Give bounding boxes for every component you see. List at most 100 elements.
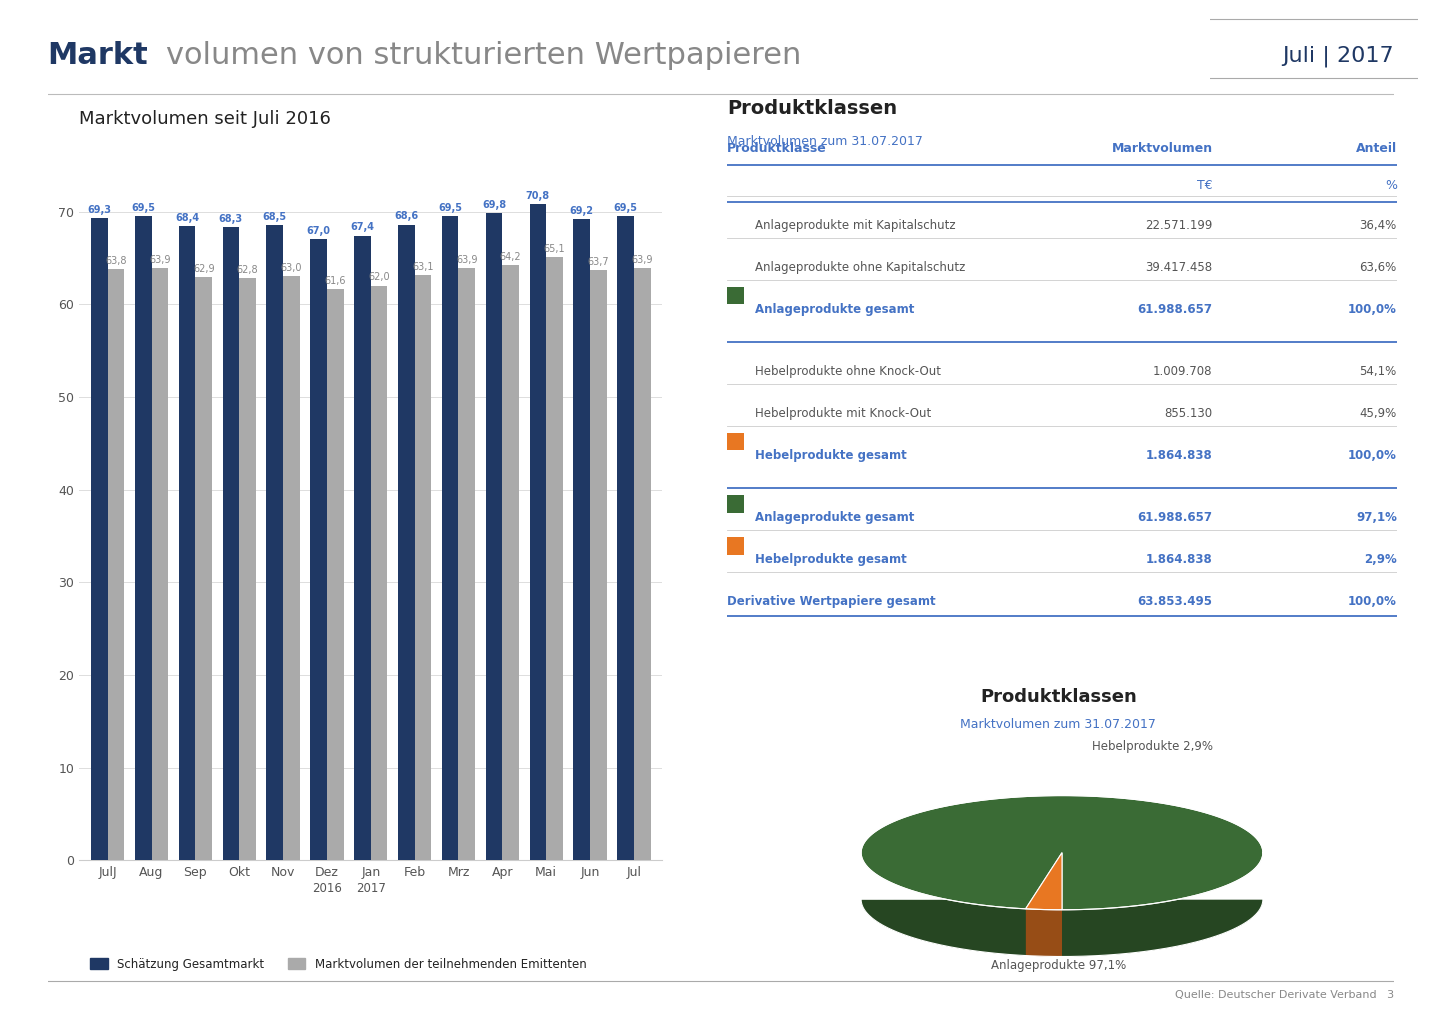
Text: 61.988.657: 61.988.657	[1138, 511, 1212, 524]
Text: Markt: Markt	[48, 42, 148, 70]
Text: 61,6: 61,6	[324, 276, 346, 286]
Polygon shape	[1025, 900, 1063, 957]
Bar	[415, 276, 432, 860]
Text: 70,8: 70,8	[526, 191, 550, 201]
Bar	[284, 277, 300, 860]
Text: Anlageprodukte 97,1%: Anlageprodukte 97,1%	[991, 959, 1126, 972]
Text: 69,3: 69,3	[88, 205, 111, 215]
Text: 68,5: 68,5	[262, 212, 287, 222]
Text: 69,5: 69,5	[613, 203, 638, 213]
Text: 1.864.838: 1.864.838	[1146, 449, 1212, 462]
Bar	[151, 268, 168, 860]
Text: volumen von strukturierten Wertpapieren: volumen von strukturierten Wertpapieren	[166, 42, 801, 70]
Text: 2,9%: 2,9%	[1364, 554, 1397, 566]
Text: 54,1%: 54,1%	[1359, 365, 1397, 379]
Text: 69,8: 69,8	[482, 201, 505, 210]
Text: Marktvolumen: Marktvolumen	[1112, 142, 1212, 155]
Text: 62,8: 62,8	[236, 265, 258, 275]
Bar	[546, 257, 563, 860]
Legend: Schätzung Gesamtmarkt, Marktvolumen der teilnehmenden Emittenten: Schätzung Gesamtmarkt, Marktvolumen der …	[85, 953, 592, 975]
Text: 69,5: 69,5	[438, 203, 462, 213]
Text: 62,0: 62,0	[369, 273, 390, 282]
Bar	[727, 287, 744, 304]
Text: 68,4: 68,4	[176, 213, 199, 223]
Text: Produktklassen: Produktklassen	[727, 99, 897, 118]
Text: Anlageprodukte gesamt: Anlageprodukte gesamt	[756, 511, 914, 524]
Text: Produktklassen: Produktklassen	[981, 688, 1136, 706]
Text: 22.571.199: 22.571.199	[1145, 219, 1212, 232]
Bar	[618, 216, 634, 860]
Text: 69,5: 69,5	[131, 203, 156, 213]
Bar	[354, 235, 370, 860]
Text: 63,1: 63,1	[412, 263, 433, 272]
Bar	[530, 205, 546, 860]
Text: Juli | 2017: Juli | 2017	[1282, 45, 1394, 67]
Text: 65,1: 65,1	[544, 243, 566, 253]
Bar	[397, 225, 415, 860]
Text: 63,7: 63,7	[588, 257, 609, 267]
Text: 68,3: 68,3	[219, 214, 243, 224]
Polygon shape	[861, 796, 1263, 910]
Text: 67,0: 67,0	[307, 226, 331, 236]
Text: 97,1%: 97,1%	[1356, 511, 1397, 524]
Bar	[503, 266, 518, 860]
Text: 1.864.838: 1.864.838	[1146, 554, 1212, 566]
Text: 64,2: 64,2	[500, 252, 521, 262]
Text: Derivative Wertpapiere gesamt: Derivative Wertpapiere gesamt	[727, 596, 936, 609]
Text: Hebelprodukte ohne Knock-Out: Hebelprodukte ohne Knock-Out	[756, 365, 942, 379]
Bar	[108, 269, 124, 860]
Text: 63,6%: 63,6%	[1359, 262, 1397, 274]
Text: 1.009.708: 1.009.708	[1153, 365, 1212, 379]
Text: 45,9%: 45,9%	[1359, 407, 1397, 420]
Bar	[239, 278, 256, 860]
Text: 63,8: 63,8	[105, 256, 127, 266]
Bar	[223, 227, 239, 860]
Bar	[442, 216, 458, 860]
Bar	[327, 289, 344, 860]
Text: 63,0: 63,0	[281, 264, 302, 273]
Bar	[196, 277, 212, 860]
Bar	[370, 286, 387, 860]
Text: 855.130: 855.130	[1165, 407, 1212, 420]
Bar	[135, 216, 151, 860]
Bar	[91, 218, 108, 860]
Text: 62,9: 62,9	[193, 264, 215, 274]
Text: 63,9: 63,9	[150, 254, 170, 265]
Text: 63.853.495: 63.853.495	[1138, 596, 1212, 609]
Text: 69,2: 69,2	[570, 206, 593, 216]
Text: 100,0%: 100,0%	[1348, 596, 1397, 609]
Bar	[727, 434, 744, 451]
Text: Hebelprodukte mit Knock-Out: Hebelprodukte mit Knock-Out	[756, 407, 932, 420]
Bar	[310, 239, 327, 860]
Text: 100,0%: 100,0%	[1348, 303, 1397, 317]
Text: Marktvolumen zum 31.07.2017: Marktvolumen zum 31.07.2017	[960, 718, 1156, 731]
Polygon shape	[1025, 909, 1063, 957]
Polygon shape	[861, 853, 1263, 957]
Bar	[634, 268, 651, 860]
Text: 63,9: 63,9	[456, 254, 478, 265]
Text: 36,4%: 36,4%	[1359, 219, 1397, 232]
Text: Quelle: Deutscher Derivate Verband   3: Quelle: Deutscher Derivate Verband 3	[1175, 989, 1394, 1000]
Text: Anlageprodukte gesamt: Anlageprodukte gesamt	[756, 303, 914, 317]
Text: T€: T€	[1197, 179, 1212, 192]
Text: Anteil: Anteil	[1355, 142, 1397, 155]
Polygon shape	[1025, 853, 1063, 910]
Text: Hebelprodukte gesamt: Hebelprodukte gesamt	[756, 554, 907, 566]
Text: Marktvolumen zum 31.07.2017: Marktvolumen zum 31.07.2017	[727, 134, 923, 148]
Text: 63,9: 63,9	[632, 254, 652, 265]
Text: Marktvolumen seit Juli 2016: Marktvolumen seit Juli 2016	[79, 110, 331, 128]
Bar	[266, 225, 284, 860]
Text: 2017: 2017	[356, 883, 386, 896]
Text: 68,6: 68,6	[395, 212, 419, 221]
Bar	[727, 538, 744, 555]
Text: Produktklasse: Produktklasse	[727, 142, 827, 155]
Text: 67,4: 67,4	[350, 222, 374, 232]
Text: %: %	[1385, 179, 1397, 192]
Bar	[179, 226, 196, 860]
Text: Hebelprodukte gesamt: Hebelprodukte gesamt	[756, 449, 907, 462]
Text: Anlageprodukte mit Kapitalschutz: Anlageprodukte mit Kapitalschutz	[756, 219, 956, 232]
Text: 39.417.458: 39.417.458	[1146, 262, 1212, 274]
Text: 2016: 2016	[312, 883, 341, 896]
Text: Hebelprodukte 2,9%: Hebelprodukte 2,9%	[1092, 740, 1212, 753]
Bar	[573, 219, 590, 860]
